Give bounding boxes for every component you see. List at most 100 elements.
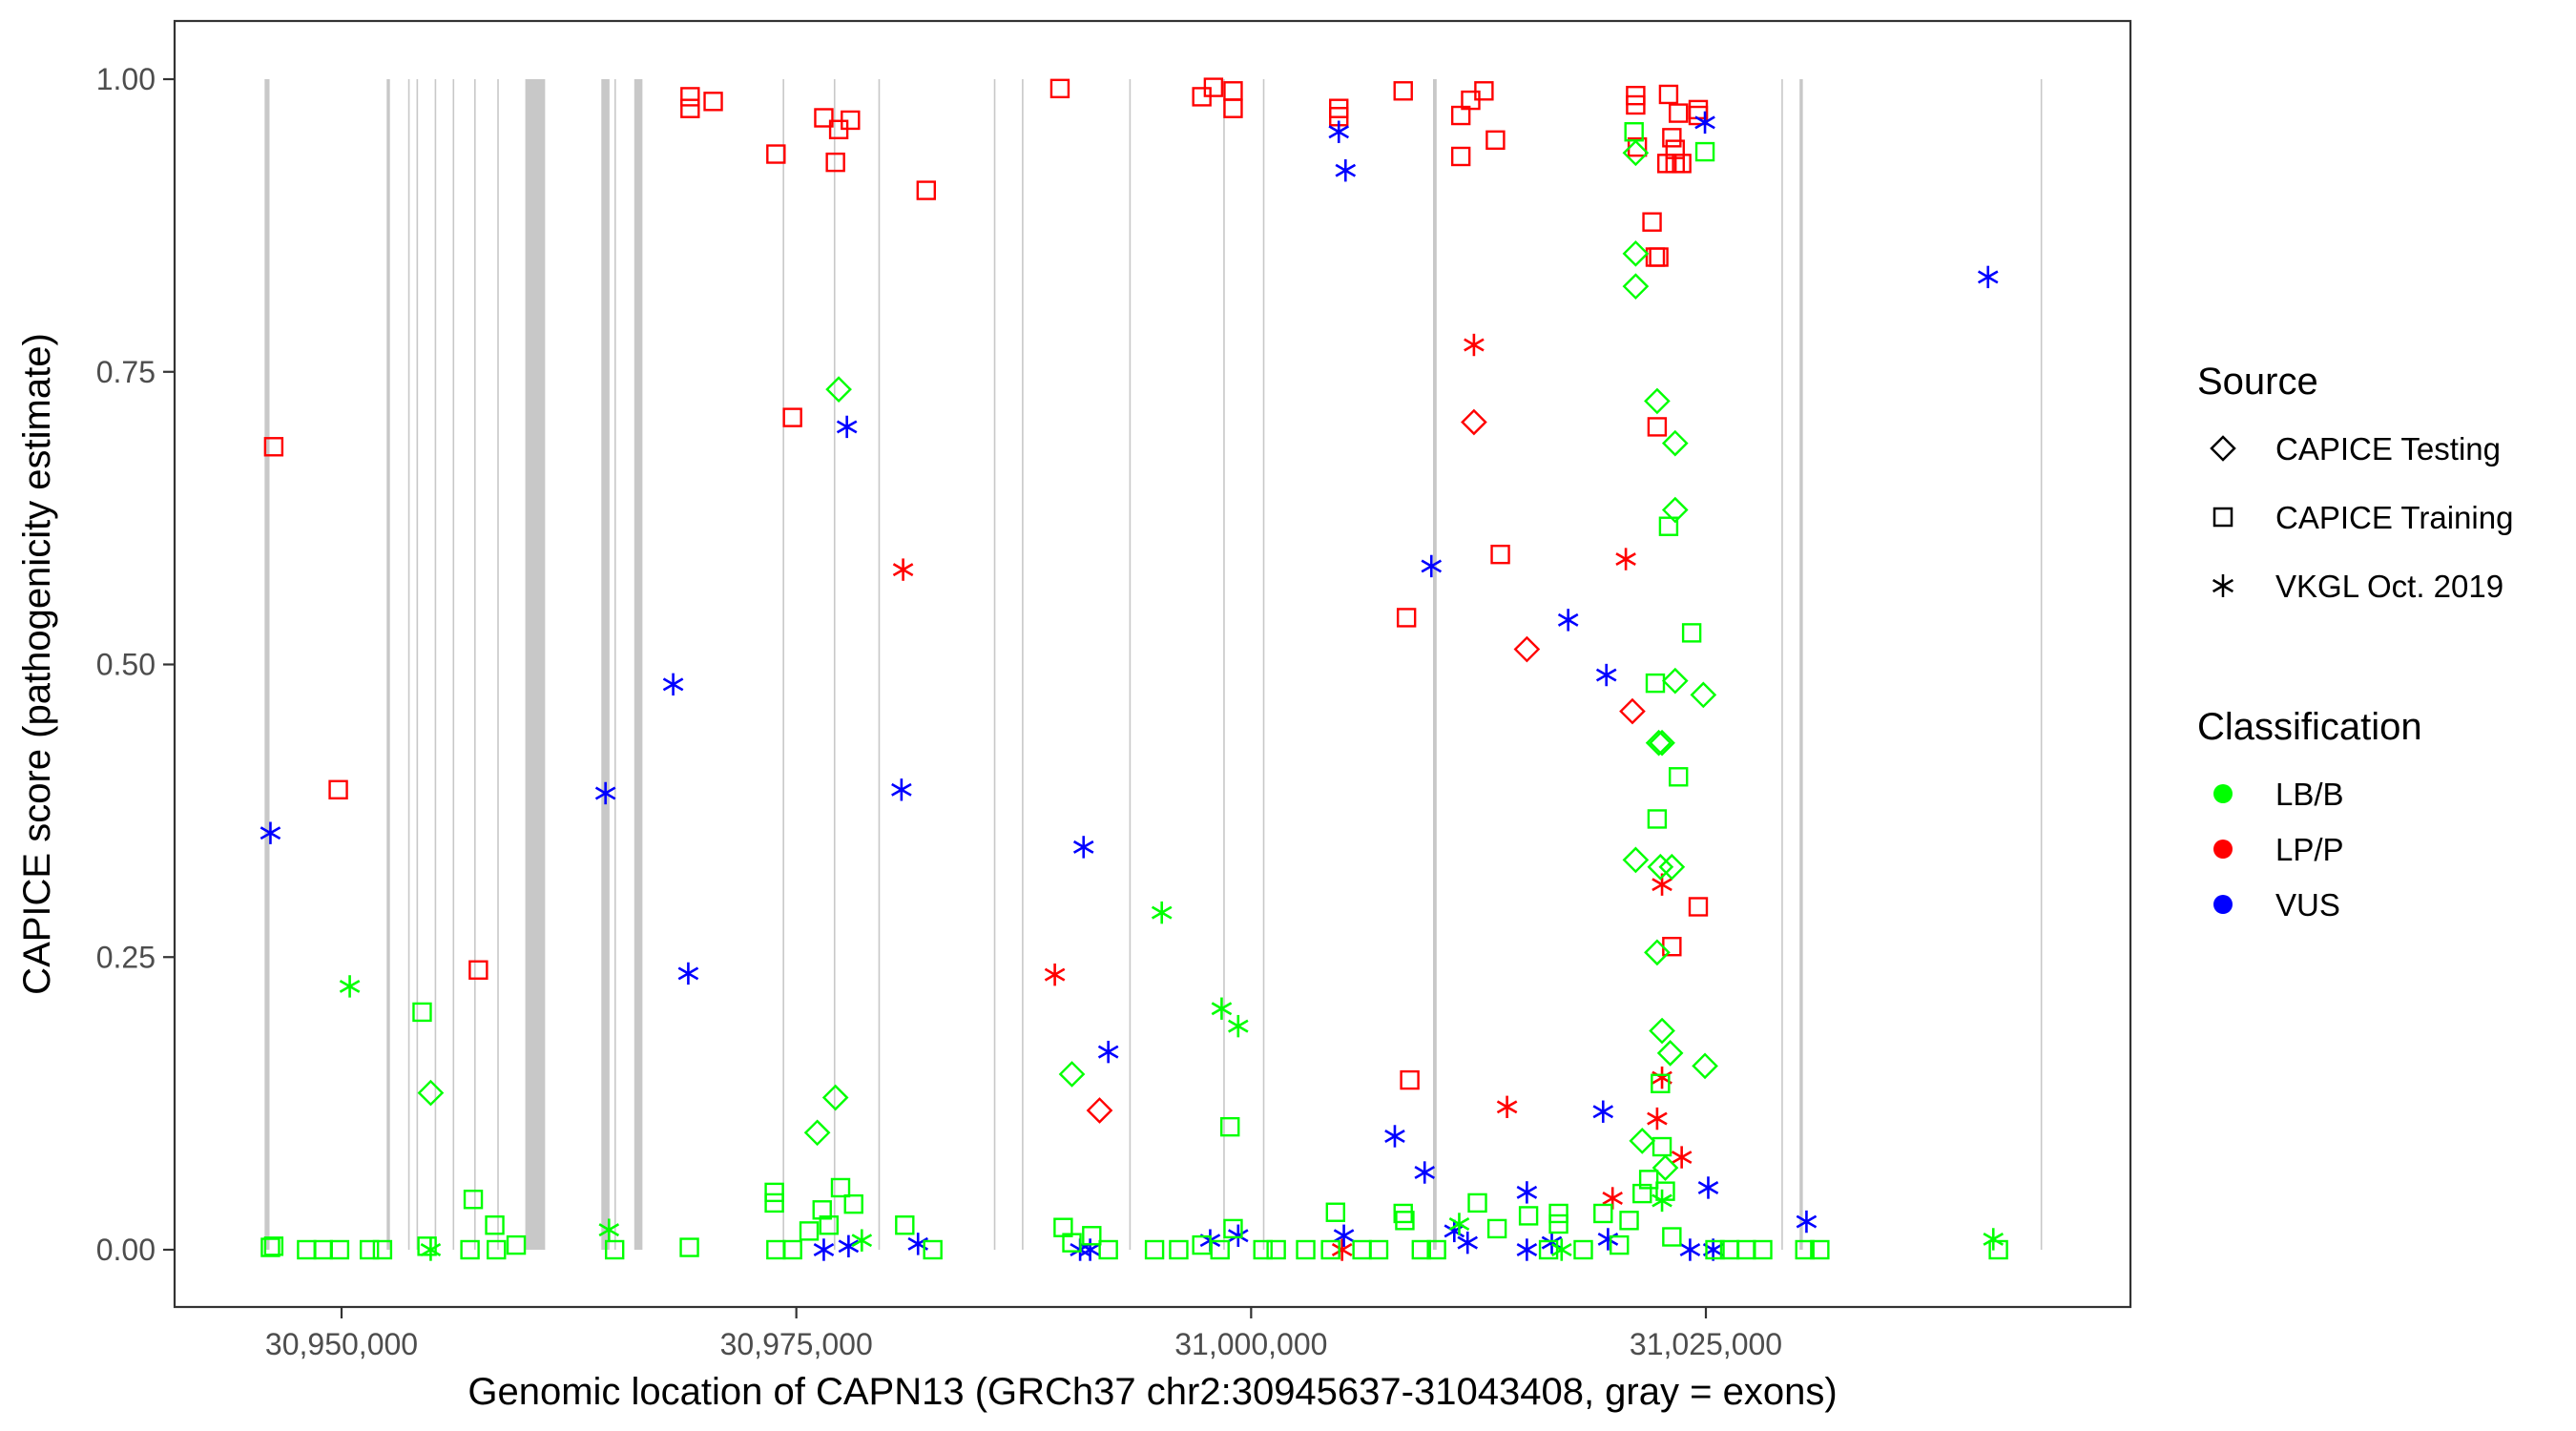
data-point [1694,141,1715,162]
asterisk-icon [2212,574,2234,597]
data-point [1619,697,1646,725]
exon-band [1433,79,1437,1250]
data-point [463,1190,484,1210]
exon-band [878,79,881,1250]
data-point [1624,122,1644,142]
data-point [1411,1239,1431,1260]
data-point [1644,939,1671,966]
data-point [916,180,937,200]
data-point [1044,963,1066,986]
exon-band [1129,79,1132,1250]
data-point [1464,333,1485,357]
data-point [1651,1073,1671,1093]
data-point [460,1239,480,1260]
data-point [1328,120,1350,143]
data-point [819,1215,839,1235]
data-point [1595,663,1617,687]
data-point [1658,516,1679,536]
data-point [1697,1176,1719,1199]
data-point [420,1238,442,1261]
y-tick-label: 1.00 [96,62,156,96]
data-point [1622,273,1650,301]
circle-icon [2213,784,2233,803]
exon-band [497,79,499,1250]
data-point [1983,1228,2005,1251]
data-point [662,673,684,696]
data-point [782,1239,802,1260]
data-point [836,415,858,439]
data-point [1496,1095,1518,1119]
exon-band [993,79,996,1250]
data-point [1223,1218,1243,1239]
data-point [1645,673,1666,694]
exon-band [833,79,836,1250]
y-tick-label: 0.50 [96,648,156,682]
data-point [260,821,281,844]
data-point [1681,623,1702,643]
legend-entry-capice-testing: CAPICE Testing [2210,431,2501,467]
data-point [821,1084,849,1111]
data-point [1661,429,1689,457]
data-point [1228,1224,1249,1247]
data-point [1421,554,1443,578]
data-point [1486,1218,1507,1239]
data-point [679,1237,699,1257]
data-point [1393,1203,1413,1224]
data-point [825,376,852,404]
y-tick-label: 0.75 [96,355,156,389]
data-point [841,110,861,131]
data-point [1795,1239,1815,1260]
data-point [1266,1239,1286,1260]
data-point [1220,1116,1240,1137]
data-point [1658,84,1679,105]
data-point [1665,139,1685,159]
data-point [1644,387,1671,415]
data-point [1626,94,1646,115]
data-point [1671,1146,1693,1169]
data-point [1557,609,1579,632]
data-point [1592,1100,1614,1123]
data-point [1649,247,1669,267]
legend-classification-title: Classification [2197,706,2422,748]
data-point [1619,1211,1639,1231]
circle-icon [2213,840,2233,859]
exon-band [386,79,390,1250]
data-point [677,962,699,985]
circle-icon [2213,895,2233,914]
data-point [604,1239,625,1260]
data-point [1058,1061,1086,1088]
exon-band [1223,79,1225,1250]
data-point [1551,1238,1572,1261]
data-point [1656,1040,1684,1067]
y-axis: 0.00 0.25 0.50 0.75 1.00 [96,62,175,1267]
data-point [1662,128,1682,148]
data-points [260,77,2008,1261]
data-point [260,1237,280,1257]
data-point [1988,1239,2008,1260]
data-point [1082,1226,1102,1246]
exon-band [416,79,419,1250]
data-point [838,1234,860,1258]
data-point [1049,78,1070,99]
legend-label-vkgl: VKGL Oct. 2019 [2275,569,2503,604]
data-point [1169,1239,1189,1260]
data-point [1474,81,1494,101]
exon-band [1262,79,1265,1250]
data-point [892,558,914,581]
exon-band [1022,79,1024,1250]
data-point [1516,1181,1538,1204]
data-point [1426,1239,1446,1260]
series-capice-training-lb-b [260,122,2008,1260]
data-point [1638,1170,1659,1190]
data-point [1097,1040,1119,1064]
x-axis-title: Genomic location of CAPN13 (GRCh37 chr2:… [467,1371,1837,1413]
data-point [372,1239,393,1260]
data-point [803,1119,831,1147]
data-point [812,1200,832,1220]
x-tick-label: 31,025,000 [1630,1327,1782,1361]
legend-entry-vkgl: VKGL Oct. 2019 [2212,569,2503,604]
data-point [1228,1014,1249,1038]
data-point [1098,1239,1118,1260]
data-point [1647,809,1668,829]
data-point [1688,897,1709,917]
